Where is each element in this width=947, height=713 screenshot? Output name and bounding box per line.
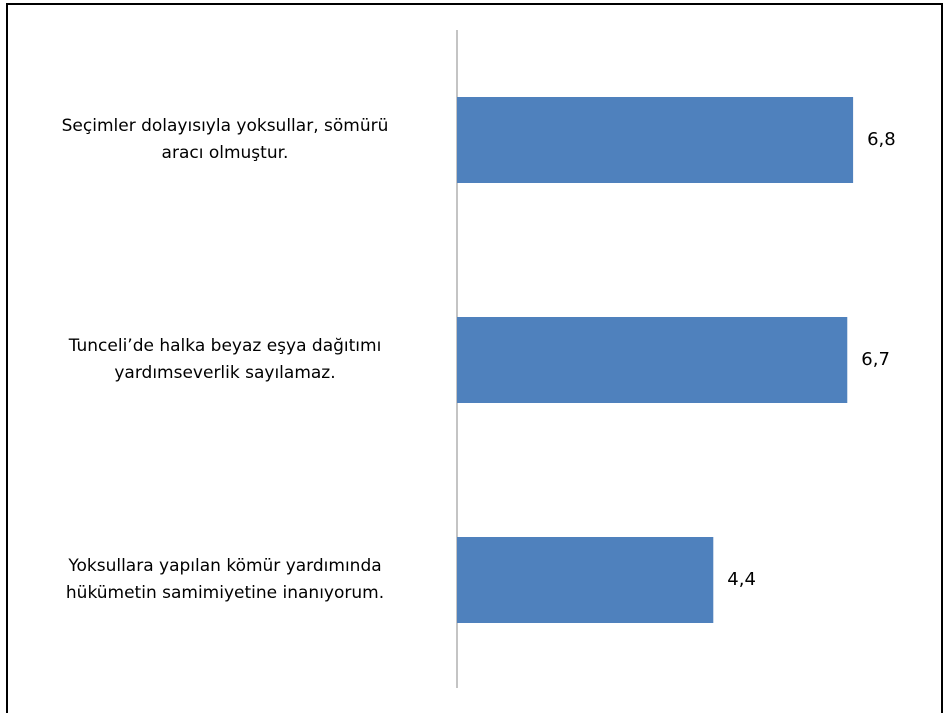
value-label: 6,8 <box>867 129 896 150</box>
category-label: Yoksullara yapılan kömür yardımında hükü… <box>65 556 385 603</box>
bar <box>457 537 714 623</box>
chart-frame <box>6 3 943 713</box>
bar <box>457 317 848 403</box>
category-label: Tunceli’de halka beyaz eşya dağıtımı yar… <box>68 336 382 383</box>
value-label: 6,7 <box>861 349 890 370</box>
bar <box>457 97 854 183</box>
value-label: 4,4 <box>727 569 756 590</box>
category-label: Seçimler dolayısıyla yoksullar, sömürü a… <box>61 116 389 163</box>
